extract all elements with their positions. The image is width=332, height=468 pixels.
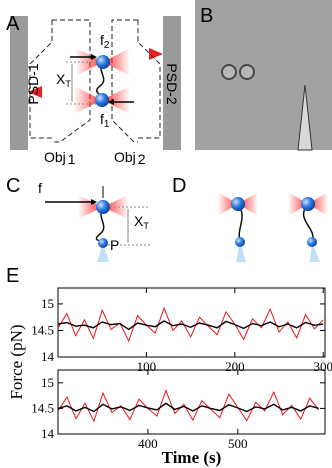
objective-label: Obj 2 — [114, 149, 146, 167]
y-tick-label: 14 — [41, 426, 55, 441]
psd-label: PSD-2 — [164, 63, 180, 104]
main: f — [100, 32, 104, 48]
panel-b: B — [195, 0, 332, 151]
y-axis-title: Force (pN) — [7, 324, 26, 399]
beam — [76, 48, 103, 76]
arrow-head — [91, 54, 97, 60]
sub: 2 — [138, 151, 146, 167]
objective-outline — [111, 19, 161, 143]
sub: T — [143, 221, 149, 231]
beam — [103, 48, 130, 76]
beam — [218, 192, 238, 216]
beam — [288, 192, 308, 216]
psd-bar — [10, 16, 28, 150]
bead — [235, 237, 245, 247]
sub: 1 — [68, 151, 76, 167]
panel-e: E — [6, 265, 19, 287]
bead — [98, 238, 108, 248]
force-label: f2 — [100, 32, 110, 51]
bead — [307, 237, 317, 247]
extension-label: XT — [56, 71, 71, 89]
panel-label: A — [6, 13, 20, 35]
bead-image — [239, 64, 255, 80]
objective-label: Obj 1 — [44, 149, 76, 167]
beam — [238, 192, 258, 216]
panel-d: D — [172, 175, 328, 262]
sub: T — [65, 79, 71, 89]
main: X — [134, 213, 144, 229]
x-tick-label: 200 — [225, 359, 245, 374]
pivot-label: P — [110, 237, 119, 253]
arrow-head — [108, 99, 114, 105]
main: Obj — [114, 149, 136, 165]
data-line — [57, 389, 320, 423]
y-tick-label: 14 — [41, 349, 55, 364]
panel-label: D — [172, 175, 186, 197]
x-tick-label: 300 — [313, 359, 332, 374]
bead — [95, 93, 109, 107]
x-tick-label: 100 — [137, 359, 157, 374]
force-label: f — [38, 180, 42, 196]
x-axis-title: Time (s) — [162, 448, 222, 467]
psd-bar — [163, 16, 181, 150]
main: Obj — [44, 149, 66, 165]
bead-image — [221, 64, 237, 80]
bead — [96, 200, 110, 214]
bead — [231, 197, 245, 211]
beam — [308, 192, 328, 216]
pipette — [310, 242, 320, 262]
beam — [28, 86, 42, 98]
psd-label: PSD-1 — [25, 63, 41, 104]
extension-label: XT — [134, 213, 149, 231]
bead — [301, 197, 315, 211]
y-tick-label: 15 — [41, 296, 54, 311]
x-tick-label: 500 — [228, 436, 248, 451]
pipette — [97, 243, 109, 262]
pipette — [236, 242, 246, 262]
data-line — [57, 402, 319, 413]
plot-frame — [57, 369, 326, 435]
x-tick-label: 400 — [138, 436, 158, 451]
bead — [96, 55, 110, 69]
arrow-head — [91, 199, 97, 205]
beam — [149, 48, 163, 60]
objective-outline — [29, 19, 91, 143]
y-tick-label: 14.5 — [31, 322, 54, 337]
sub: 2 — [104, 40, 110, 51]
panel-c: C f P XT — [6, 175, 150, 262]
panel-label: C — [6, 175, 20, 197]
y-tick-label: 14.5 — [31, 400, 54, 415]
plot-frame — [57, 287, 326, 358]
beam — [74, 86, 102, 114]
main: X — [56, 71, 66, 87]
pipette — [297, 84, 313, 151]
data-line — [57, 306, 324, 343]
main: f — [100, 111, 104, 127]
force-label: f1 — [100, 111, 110, 130]
micrograph — [195, 0, 332, 150]
sub: 1 — [104, 119, 110, 130]
beam — [78, 195, 103, 219]
beam — [102, 86, 130, 114]
panel-label: E — [6, 265, 19, 287]
data-line — [57, 320, 324, 331]
y-tick-label: 15 — [41, 375, 54, 390]
panel-a: A PSD-1 PSD-2 f2 f1 XT Obj 1 Obj 2 — [6, 13, 181, 167]
panel-label: B — [200, 5, 213, 27]
